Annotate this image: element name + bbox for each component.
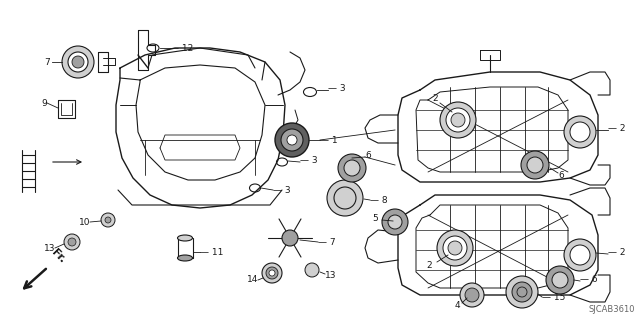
Circle shape bbox=[460, 283, 484, 307]
Circle shape bbox=[266, 267, 278, 279]
Circle shape bbox=[327, 180, 363, 216]
Circle shape bbox=[344, 160, 360, 176]
Text: 4: 4 bbox=[454, 300, 460, 309]
Circle shape bbox=[546, 266, 574, 294]
Circle shape bbox=[512, 282, 532, 302]
Circle shape bbox=[262, 263, 282, 283]
Circle shape bbox=[448, 241, 462, 255]
Text: — 8: — 8 bbox=[370, 196, 388, 204]
Circle shape bbox=[338, 154, 366, 182]
Circle shape bbox=[521, 151, 549, 179]
Circle shape bbox=[275, 123, 309, 157]
Text: Fr.: Fr. bbox=[50, 247, 68, 265]
Text: 2: 2 bbox=[433, 93, 438, 102]
Circle shape bbox=[443, 236, 467, 260]
Circle shape bbox=[269, 270, 275, 276]
Circle shape bbox=[570, 245, 590, 265]
Text: 13: 13 bbox=[44, 244, 55, 252]
Circle shape bbox=[305, 263, 319, 277]
Text: — 3: — 3 bbox=[273, 186, 291, 195]
Text: 14: 14 bbox=[246, 276, 258, 284]
Circle shape bbox=[105, 217, 111, 223]
Text: — 7: — 7 bbox=[318, 237, 335, 246]
Text: — 2: — 2 bbox=[608, 247, 625, 257]
Text: 5: 5 bbox=[372, 213, 378, 222]
Circle shape bbox=[446, 108, 470, 132]
Circle shape bbox=[282, 230, 298, 246]
Circle shape bbox=[382, 209, 408, 235]
Text: 6: 6 bbox=[365, 150, 371, 159]
Circle shape bbox=[570, 122, 590, 142]
Circle shape bbox=[281, 129, 303, 151]
Text: — 15: — 15 bbox=[542, 293, 565, 302]
Circle shape bbox=[440, 102, 476, 138]
Circle shape bbox=[388, 215, 402, 229]
Circle shape bbox=[101, 213, 115, 227]
Text: — 11: — 11 bbox=[200, 247, 223, 257]
Text: 7: 7 bbox=[44, 58, 50, 67]
Circle shape bbox=[62, 46, 94, 78]
Text: — 3: — 3 bbox=[328, 84, 346, 92]
Circle shape bbox=[437, 230, 473, 266]
Circle shape bbox=[564, 116, 596, 148]
Circle shape bbox=[564, 239, 596, 271]
Circle shape bbox=[68, 238, 76, 246]
Circle shape bbox=[72, 56, 84, 68]
Ellipse shape bbox=[177, 255, 193, 261]
Circle shape bbox=[506, 276, 538, 308]
Text: 6: 6 bbox=[558, 171, 564, 180]
Text: — 12: — 12 bbox=[170, 44, 193, 52]
Ellipse shape bbox=[177, 235, 193, 241]
Circle shape bbox=[64, 234, 80, 250]
Circle shape bbox=[552, 272, 568, 288]
Text: SJCAB3610: SJCAB3610 bbox=[589, 305, 635, 314]
Text: 10: 10 bbox=[79, 218, 90, 227]
Circle shape bbox=[287, 135, 297, 145]
Text: 2: 2 bbox=[426, 260, 432, 269]
Text: — 6: — 6 bbox=[580, 276, 598, 284]
Text: 13: 13 bbox=[325, 271, 337, 281]
Circle shape bbox=[465, 288, 479, 302]
Circle shape bbox=[68, 52, 88, 72]
Circle shape bbox=[451, 113, 465, 127]
Circle shape bbox=[527, 157, 543, 173]
Text: — 3: — 3 bbox=[300, 156, 317, 164]
Text: — 2: — 2 bbox=[608, 124, 625, 132]
Text: — 1: — 1 bbox=[320, 135, 338, 145]
Text: 9: 9 bbox=[41, 99, 47, 108]
